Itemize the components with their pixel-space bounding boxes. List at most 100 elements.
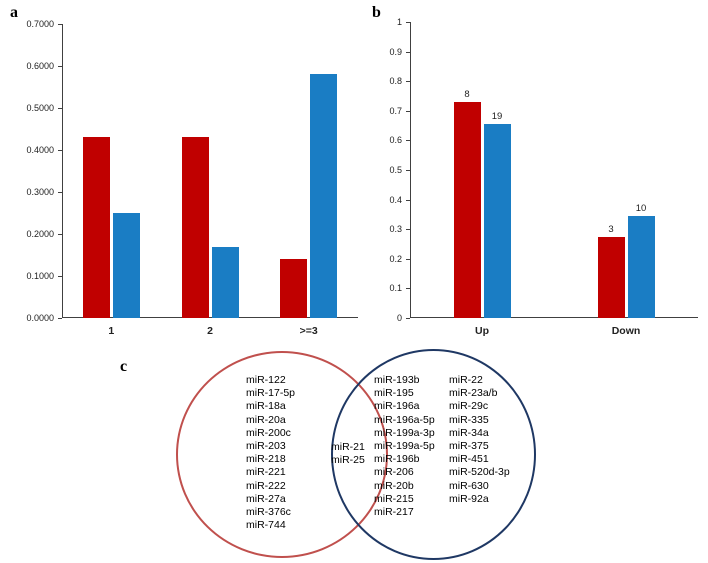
venn-item: miR-199a-3p xyxy=(374,426,435,439)
venn-intersection-list: miR-21 miR-25 xyxy=(331,441,365,467)
y-axis-tick-mark xyxy=(58,276,62,277)
x-axis-category-label: Down xyxy=(611,325,641,337)
x-axis-category-label: 2 xyxy=(207,325,213,337)
y-axis-tick-mark xyxy=(58,24,62,25)
bar-blue-up xyxy=(483,124,511,318)
x-axis-category-label: 1 xyxy=(108,325,115,337)
y-axis-tick-label: 0.9 xyxy=(389,46,402,57)
bar-value-label: 10 xyxy=(635,203,647,214)
venn-item: miR-17-5p xyxy=(246,387,296,400)
y-axis-tick-mark xyxy=(406,140,410,142)
x-axis-category-label: Up xyxy=(475,325,489,337)
y-axis-tick-mark xyxy=(58,234,62,235)
venn-item: miR-195 xyxy=(374,387,414,400)
venn-item: miR-744 xyxy=(246,519,286,532)
venn-left-list: miR-122 miR-17-5p miR-18a miR-20a miR-200c mi… xyxy=(246,374,295,532)
y-axis-tick-label: 0.6000 xyxy=(26,61,54,71)
bar-red-1 xyxy=(82,137,110,318)
venn-item: miR-335 xyxy=(449,413,489,426)
venn-item: miR-199a-5p xyxy=(374,440,435,453)
bar-chart-b: 0 0.1 0.2 0.3 0.4 0.5 0.6 0.7 0.8 0.9 1 Up 8 19 Down 3 1… xyxy=(368,10,704,350)
bar-blue-2 xyxy=(211,247,239,318)
venn-item: miR-200c xyxy=(246,426,291,439)
y-axis-tick-mark xyxy=(58,318,62,319)
venn-item: miR-203 xyxy=(246,440,286,453)
y-axis-tick-label: 0.5 xyxy=(389,165,402,175)
venn-item: miR-222 xyxy=(246,479,286,492)
bar-blue-1 xyxy=(112,213,140,318)
bar-red-2 xyxy=(181,137,209,318)
venn-circle-right xyxy=(331,349,536,560)
y-axis-tick-label: 0.3 xyxy=(389,224,402,235)
venn-item: miR-20a xyxy=(246,413,286,426)
venn-item: miR-27a xyxy=(246,492,286,505)
venn-item: miR-206 xyxy=(374,466,414,479)
y-axis-tick-mark xyxy=(406,199,410,201)
venn-item: miR-215 xyxy=(374,492,414,505)
panel-a-label: a xyxy=(10,4,18,21)
panel-c-label: c xyxy=(120,358,128,375)
y-axis-tick-label: 0.8 xyxy=(389,76,402,87)
venn-item: miR-18a xyxy=(246,400,286,413)
y-axis-tick-mark xyxy=(406,170,410,171)
venn-item: miR-221 xyxy=(246,466,286,479)
venn-item: miR-520d-3p xyxy=(449,466,510,479)
venn-item: miR-122 xyxy=(246,374,286,386)
venn-item: miR-376c xyxy=(246,506,291,519)
venn-item: miR-196a-5p xyxy=(374,413,435,426)
venn-item: miR-196b xyxy=(374,453,420,466)
venn-item: miR-25 xyxy=(331,454,365,467)
y-axis-tick-label: 0.7 xyxy=(389,105,402,116)
venn-item: miR-34a xyxy=(449,426,489,439)
venn-item: miR-21 xyxy=(331,441,365,453)
bar-chart-a: 0.0000 0.1000 0.2000 0.3000 0.4000 0.5000 0.60… xyxy=(6,10,362,350)
x-axis-category-label: >=3 xyxy=(299,325,318,337)
bar-value-label: 3 xyxy=(608,224,614,235)
y-axis-tick-label: 0.4000 xyxy=(26,145,54,155)
plot-area xyxy=(410,22,698,318)
y-axis-tick-label: 0.3000 xyxy=(26,187,54,197)
y-axis-tick-label: 1 xyxy=(396,17,402,27)
y-axis-tick-mark xyxy=(58,108,62,109)
bar-blue-down xyxy=(627,216,655,318)
bar-red->=3 xyxy=(280,259,308,318)
venn-item: miR-375 xyxy=(449,440,489,453)
y-axis-tick-mark xyxy=(406,81,410,83)
y-axis-tick-label: 0.1000 xyxy=(26,271,54,281)
venn-right-list-col2: miR-22 miR-23a/b miR-29c miR-335 miR-34a miR-… xyxy=(449,374,510,506)
venn-item: miR-451 xyxy=(449,453,489,466)
plot-area xyxy=(62,24,358,318)
y-axis-tick-label: 0.2 xyxy=(389,253,402,264)
bar-value-label: 19 xyxy=(491,111,503,122)
bar-value-label: 8 xyxy=(464,89,470,100)
y-axis-tick-label: 0.4 xyxy=(389,194,402,205)
y-axis-tick-mark xyxy=(406,288,410,290)
y-axis-tick-mark xyxy=(58,66,62,67)
venn-item: miR-193b xyxy=(374,374,420,386)
y-axis-tick-mark xyxy=(58,150,62,151)
y-axis-tick-label: 0.0000 xyxy=(26,313,54,323)
y-axis-tick-label: 0 xyxy=(396,313,402,323)
panel-b-label: b xyxy=(372,4,381,21)
venn-item: miR-217 xyxy=(374,506,414,519)
y-axis-tick-mark xyxy=(406,22,410,23)
y-axis-tick-label: 0.6 xyxy=(389,135,402,146)
y-axis-tick-label: 0.7000 xyxy=(26,19,54,29)
venn-item: miR-630 xyxy=(449,479,489,492)
y-axis-tick-label: 0.1 xyxy=(389,283,402,294)
venn-item: miR-196a xyxy=(374,400,420,413)
y-axis-tick-mark xyxy=(406,51,410,53)
y-axis-tick-mark xyxy=(406,110,410,112)
bar-blue->=3 xyxy=(310,74,338,318)
venn-item: miR-218 xyxy=(246,453,286,466)
y-axis-tick-mark xyxy=(58,192,62,193)
y-axis-tick-label: 0.2000 xyxy=(26,229,54,239)
venn-item: miR-92a xyxy=(449,492,489,505)
venn-item: miR-22 xyxy=(449,374,483,386)
venn-item: miR-29c xyxy=(449,400,489,413)
y-axis-tick-label: 0.5000 xyxy=(26,103,54,113)
venn-item: miR-23a/b xyxy=(449,387,498,400)
y-axis-tick-mark xyxy=(406,318,410,319)
